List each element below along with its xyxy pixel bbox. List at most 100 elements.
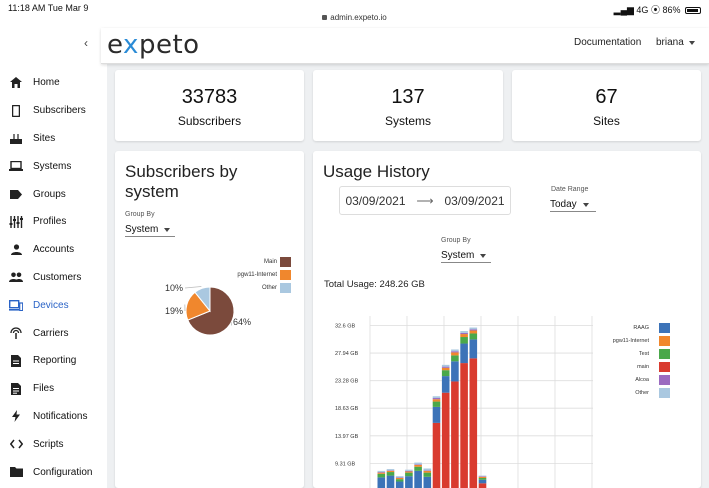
- sidebar-item-label: Notifications: [33, 410, 88, 422]
- pie-slice-main[interactable]: [187, 286, 235, 336]
- bar-segment-pgw11-internet[interactable]: [478, 476, 487, 478]
- pie-legend-label: Main: [264, 259, 277, 265]
- bar-segment-test[interactable]: [460, 337, 468, 344]
- date-range-select[interactable]: Today: [550, 198, 596, 212]
- bar-segment-raag[interactable]: [405, 476, 413, 488]
- bar-segment-other[interactable]: [423, 468, 432, 471]
- sidebar-item-files[interactable]: Files: [0, 375, 107, 403]
- date-from[interactable]: 03/09/2021: [345, 193, 406, 208]
- documentation-link[interactable]: Documentation: [574, 37, 642, 48]
- sidebar-item-systems[interactable]: Systems: [0, 152, 107, 180]
- group-by-select[interactable]: System: [125, 223, 175, 237]
- bar-segment-raag[interactable]: [414, 470, 422, 488]
- bar-segment-test[interactable]: [432, 401, 441, 407]
- bar-segment-alcoa[interactable]: [414, 464, 422, 465]
- bar-segment-other[interactable]: [451, 349, 459, 352]
- sidebar-item-reporting[interactable]: Reporting: [0, 347, 107, 375]
- sidebar-item-scripts[interactable]: Scripts: [0, 430, 107, 458]
- user-menu[interactable]: briana: [656, 37, 695, 48]
- bar-segment-raag[interactable]: [451, 361, 459, 382]
- bar-segment-main[interactable]: [460, 363, 468, 488]
- bar-segment-main[interactable]: [469, 358, 478, 488]
- date-range-picker[interactable]: 03/09/2021 ⟶ 03/09/2021: [339, 186, 511, 215]
- y-tick-label: 32.6 GB: [335, 323, 356, 329]
- bar-segment-raag[interactable]: [432, 406, 441, 423]
- sidebar-item-devices[interactable]: Devices: [0, 291, 107, 319]
- bar-segment-alcoa[interactable]: [441, 366, 450, 368]
- bar-segment-alcoa[interactable]: [432, 398, 441, 400]
- battery-icon: [685, 7, 701, 15]
- bar-segment-raag[interactable]: [469, 339, 478, 359]
- bar-segment-test[interactable]: [386, 472, 395, 476]
- bar-segment-main[interactable]: [432, 422, 441, 488]
- collapse-sidebar-icon[interactable]: ‹: [84, 36, 88, 50]
- bar-segment-test[interactable]: [377, 473, 386, 478]
- sidebar-item-home[interactable]: Home: [0, 69, 107, 97]
- bar-segment-raag[interactable]: [478, 479, 487, 484]
- sidebar-item-configuration[interactable]: Configuration: [0, 458, 107, 486]
- bar-segment-pgw11-internet[interactable]: [432, 399, 441, 402]
- bar-segment-pgw11-internet[interactable]: [414, 464, 422, 467]
- kpi-card-systems: 137 Systems: [313, 70, 503, 141]
- bar-segment-pgw11-internet[interactable]: [460, 334, 468, 338]
- bar-segment-alcoa[interactable]: [460, 332, 468, 335]
- bar-segment-other[interactable]: [377, 470, 386, 473]
- bar-segment-alcoa[interactable]: [423, 470, 432, 471]
- bar-segment-pgw11-internet[interactable]: [395, 477, 404, 480]
- bar-segment-alcoa[interactable]: [478, 476, 487, 477]
- group-by-select[interactable]: System: [441, 249, 491, 263]
- bar-segment-pgw11-internet[interactable]: [423, 470, 432, 473]
- bar-segment-alcoa[interactable]: [405, 470, 413, 472]
- bar-segment-test[interactable]: [414, 466, 422, 471]
- sidebar-item-accounts[interactable]: Accounts: [0, 236, 107, 264]
- bar-segment-other[interactable]: [460, 331, 468, 333]
- bar-segment-raag[interactable]: [395, 481, 404, 488]
- bar-segment-other[interactable]: [395, 476, 404, 478]
- bar-segment-main[interactable]: [441, 392, 450, 488]
- address-bar[interactable]: admin.expeto.io: [0, 13, 709, 22]
- bar-segment-other[interactable]: [469, 327, 478, 330]
- date-to[interactable]: 03/09/2021: [444, 193, 505, 208]
- bar-segment-pgw11-internet[interactable]: [451, 352, 459, 356]
- bar-segment-alcoa[interactable]: [469, 329, 478, 331]
- pie-slice-other[interactable]: [194, 286, 211, 313]
- bar-segment-main[interactable]: [478, 483, 487, 488]
- bar-segment-pgw11-internet[interactable]: [377, 472, 386, 474]
- bar-segment-pgw11-internet[interactable]: [386, 470, 395, 473]
- bar-segment-alcoa[interactable]: [386, 470, 395, 471]
- bar-segment-other[interactable]: [405, 469, 413, 471]
- expeto-logo[interactable]: expeto: [107, 30, 200, 60]
- bar-segment-raag[interactable]: [423, 476, 432, 488]
- bar-segment-other[interactable]: [414, 462, 422, 465]
- sidebar-item-notifications[interactable]: Notifications: [0, 403, 107, 431]
- bar-segment-test[interactable]: [478, 477, 487, 480]
- bar-segment-test[interactable]: [469, 333, 478, 340]
- bar-segment-other[interactable]: [386, 469, 395, 471]
- sidebar-item-groups[interactable]: Groups: [0, 180, 107, 208]
- bar-segment-alcoa[interactable]: [451, 351, 459, 353]
- bar-segment-pgw11-internet[interactable]: [441, 367, 450, 371]
- bar-segment-raag[interactable]: [377, 477, 386, 488]
- sidebar-item-sites[interactable]: Sites: [0, 125, 107, 153]
- bar-segment-other[interactable]: [432, 396, 441, 399]
- bar-segment-main[interactable]: [451, 381, 459, 488]
- bar-segment-other[interactable]: [478, 475, 487, 477]
- bar-segment-test[interactable]: [441, 370, 450, 377]
- bar-segment-other[interactable]: [441, 364, 450, 367]
- sidebar-item-carriers[interactable]: Carriers: [0, 319, 107, 347]
- bar-segment-pgw11-internet[interactable]: [405, 471, 413, 473]
- bar-segment-alcoa[interactable]: [377, 472, 386, 473]
- sidebar-item-label: Systems: [33, 160, 72, 172]
- bar-segment-alcoa[interactable]: [395, 477, 404, 478]
- bar-segment-raag[interactable]: [441, 376, 450, 393]
- bar-segment-pgw11-internet[interactable]: [469, 330, 478, 334]
- bar-segment-test[interactable]: [395, 479, 404, 482]
- sidebar-item-subscribers[interactable]: Subscribers: [0, 97, 107, 125]
- sidebar-item-profiles[interactable]: Profiles: [0, 208, 107, 236]
- bar-segment-test[interactable]: [423, 472, 432, 477]
- bar-segment-raag[interactable]: [460, 343, 468, 364]
- bar-segment-test[interactable]: [451, 355, 459, 362]
- sidebar-item-customers[interactable]: Customers: [0, 264, 107, 292]
- bar-segment-test[interactable]: [405, 472, 413, 477]
- bar-segment-raag[interactable]: [386, 475, 395, 488]
